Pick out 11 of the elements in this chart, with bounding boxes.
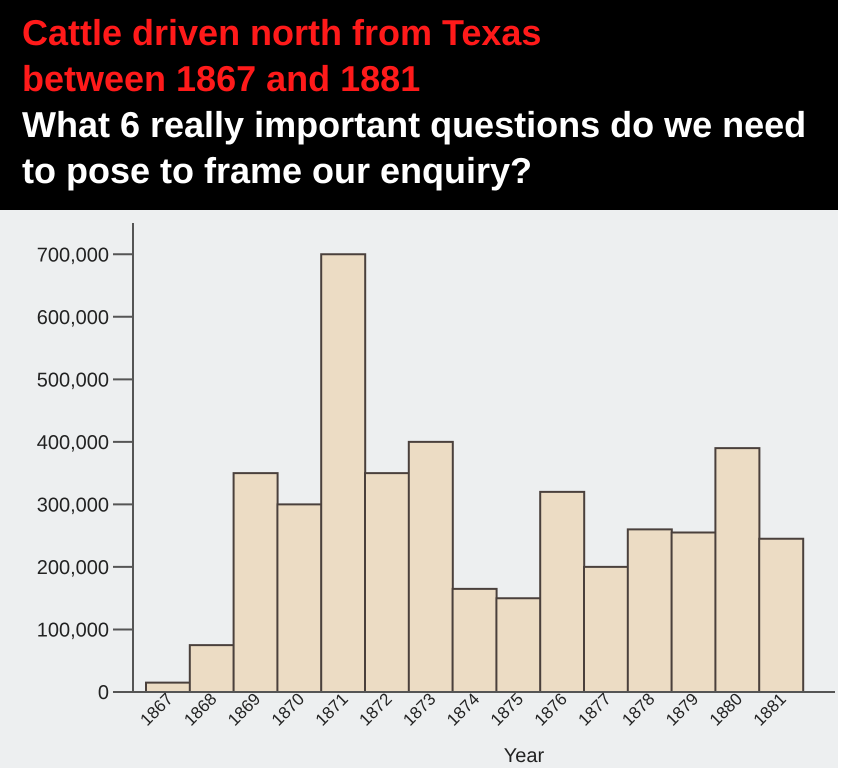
y-tick-label: 600,000 bbox=[36, 306, 109, 329]
y-tick-label: 100,000 bbox=[36, 620, 109, 642]
y-tick-label: 200,000 bbox=[36, 557, 109, 580]
y-tick-label: 400,000 bbox=[36, 432, 109, 454]
y-tick-label: 700,000 bbox=[36, 244, 109, 266]
y-tick-label: 300,000 bbox=[36, 494, 109, 516]
y-tick-label: 500,000 bbox=[36, 369, 109, 392]
chart-subtitle: What 6 really important questions do we need to pose to frame our enquiry? bbox=[22, 103, 808, 193]
x-axis-title: Year bbox=[504, 745, 545, 767]
y-tick-label: 0 bbox=[98, 682, 109, 704]
chart-title: Cattle driven north from Texas between 1867 and 1881 bbox=[22, 11, 542, 101]
